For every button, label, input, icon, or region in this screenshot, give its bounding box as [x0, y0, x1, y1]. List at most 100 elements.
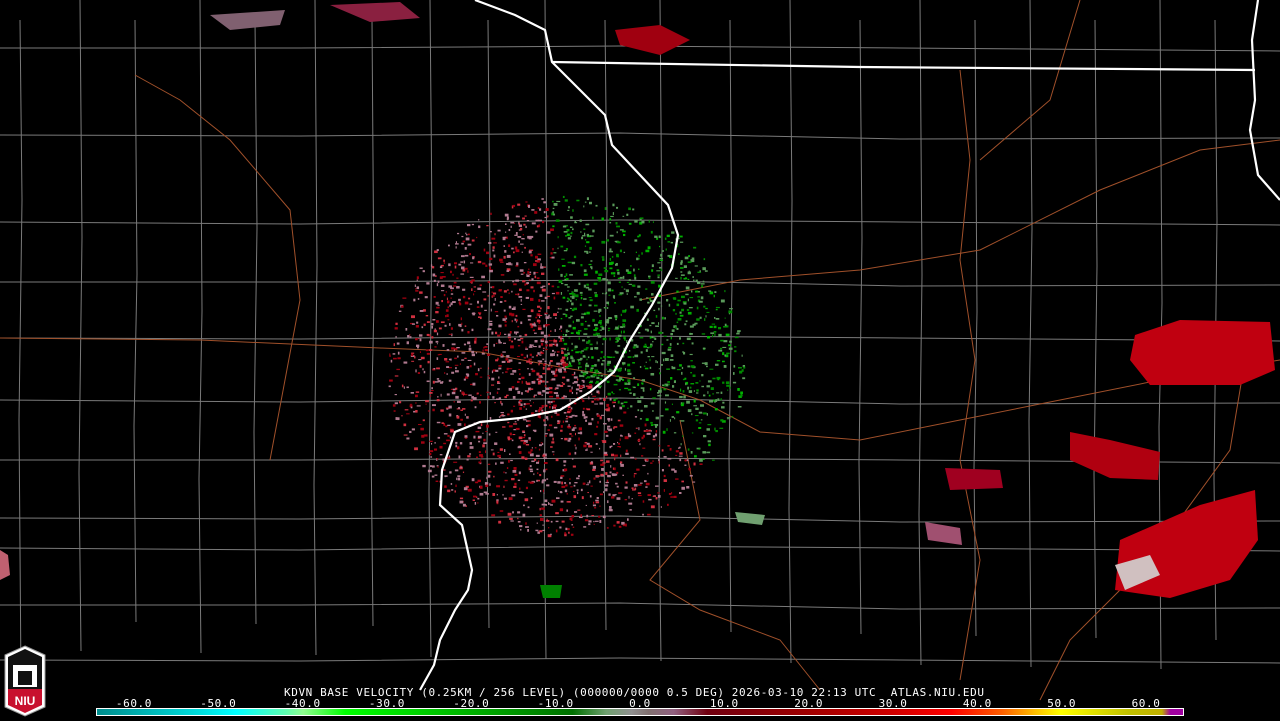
- velocity-gate: [521, 437, 526, 439]
- velocity-gate: [645, 482, 650, 486]
- velocity-gate: [561, 265, 566, 267]
- velocity-gate: [466, 374, 470, 377]
- velocity-gate: [431, 336, 434, 339]
- velocity-gate: [584, 201, 587, 203]
- velocity-gate: [563, 342, 568, 346]
- velocity-gate: [513, 423, 518, 425]
- velocity-gate: [584, 245, 587, 247]
- velocity-gate: [564, 482, 567, 484]
- velocity-gate: [677, 237, 680, 240]
- velocity-gate: [526, 382, 531, 385]
- county-line: [0, 545, 1280, 552]
- velocity-gate: [427, 410, 430, 412]
- velocity-gate: [684, 464, 687, 466]
- velocity-gate: [681, 402, 685, 405]
- velocity-gate: [613, 473, 618, 476]
- velocity-gate: [555, 529, 558, 533]
- velocity-gate: [591, 418, 594, 421]
- velocity-gate: [543, 201, 547, 204]
- state-line-north: [551, 60, 1256, 72]
- velocity-gate: [726, 352, 730, 355]
- velocity-gate: [528, 387, 532, 391]
- velocity-gate: [537, 327, 542, 330]
- velocity-gate: [535, 410, 538, 412]
- velocity-gate: [478, 451, 481, 454]
- velocity-gate: [467, 331, 470, 334]
- velocity-gate: [625, 309, 627, 312]
- velocity-gate: [469, 303, 473, 305]
- velocity-gate: [633, 474, 635, 478]
- echo-cluster: [925, 522, 962, 545]
- velocity-gate: [560, 245, 564, 248]
- velocity-gate: [432, 380, 435, 384]
- velocity-gate: [494, 442, 498, 445]
- velocity-gate: [434, 328, 436, 332]
- velocity-gate: [548, 317, 552, 319]
- velocity-gate: [699, 316, 702, 319]
- velocity-gate: [480, 455, 484, 458]
- county-line: [198, 0, 203, 654]
- velocity-gate: [434, 346, 437, 348]
- velocity-gate: [640, 387, 645, 389]
- velocity-gate: [454, 348, 458, 351]
- velocity-gate: [494, 311, 499, 313]
- velocity-gate: [429, 349, 433, 351]
- velocity-gate: [517, 511, 521, 514]
- velocity-gate: [581, 398, 583, 401]
- velocity-gate: [619, 424, 624, 427]
- velocity-gate: [586, 442, 590, 445]
- velocity-gate: [498, 376, 500, 379]
- velocity-gate: [571, 302, 574, 306]
- velocity-gate: [450, 429, 454, 433]
- velocity-gate: [596, 390, 600, 394]
- colorbar-ticks: -60.0 -50.0 -40.0 -30.0 -20.0 -10.0 0.0 10.0 20.…: [0, 697, 1280, 710]
- velocity-gate: [403, 434, 408, 436]
- velocity-gate: [731, 415, 734, 418]
- velocity-gate: [658, 456, 660, 458]
- velocity-gate: [601, 468, 604, 471]
- velocity-gate: [609, 288, 612, 290]
- velocity-gate: [443, 262, 446, 264]
- velocity-gate: [571, 435, 574, 437]
- velocity-gate: [596, 347, 598, 350]
- velocity-gate: [469, 453, 472, 455]
- velocity-gate: [675, 312, 677, 315]
- velocity-gate: [543, 266, 546, 268]
- velocity-gate: [590, 375, 594, 378]
- velocity-gate: [672, 385, 675, 388]
- velocity-gate: [583, 298, 587, 300]
- velocity-gate: [448, 379, 452, 382]
- velocity-gate: [424, 296, 428, 299]
- velocity-gate: [574, 482, 578, 484]
- velocity-gate: [560, 438, 563, 440]
- velocity-gate: [515, 279, 519, 282]
- velocity-gate: [428, 334, 431, 337]
- colorbar-tick-label: 50.0: [1047, 697, 1077, 710]
- velocity-gate: [454, 357, 457, 360]
- velocity-gate: [474, 338, 477, 342]
- velocity-gate: [509, 312, 512, 316]
- velocity-gate: [669, 343, 672, 346]
- velocity-gate: [583, 416, 588, 419]
- velocity-gate: [529, 405, 532, 407]
- velocity-gate: [495, 342, 498, 344]
- velocity-gate: [585, 449, 587, 451]
- velocity-gate: [527, 270, 530, 274]
- velocity-gate: [525, 348, 529, 350]
- velocity-gate: [707, 391, 709, 394]
- velocity-gate: [456, 286, 460, 289]
- velocity-gate: [507, 216, 509, 220]
- velocity-gate: [684, 459, 689, 462]
- velocity-gate: [547, 418, 549, 421]
- colorbar-tick-label: 0.0: [629, 697, 651, 710]
- velocity-gate: [600, 323, 602, 325]
- velocity-gate: [475, 352, 478, 354]
- velocity-gate: [556, 497, 560, 500]
- velocity-gate: [586, 241, 590, 244]
- velocity-gate: [588, 523, 591, 526]
- velocity-gate: [676, 327, 679, 330]
- velocity-gate: [644, 343, 647, 346]
- velocity-gate: [583, 269, 587, 273]
- velocity-gate: [497, 381, 500, 384]
